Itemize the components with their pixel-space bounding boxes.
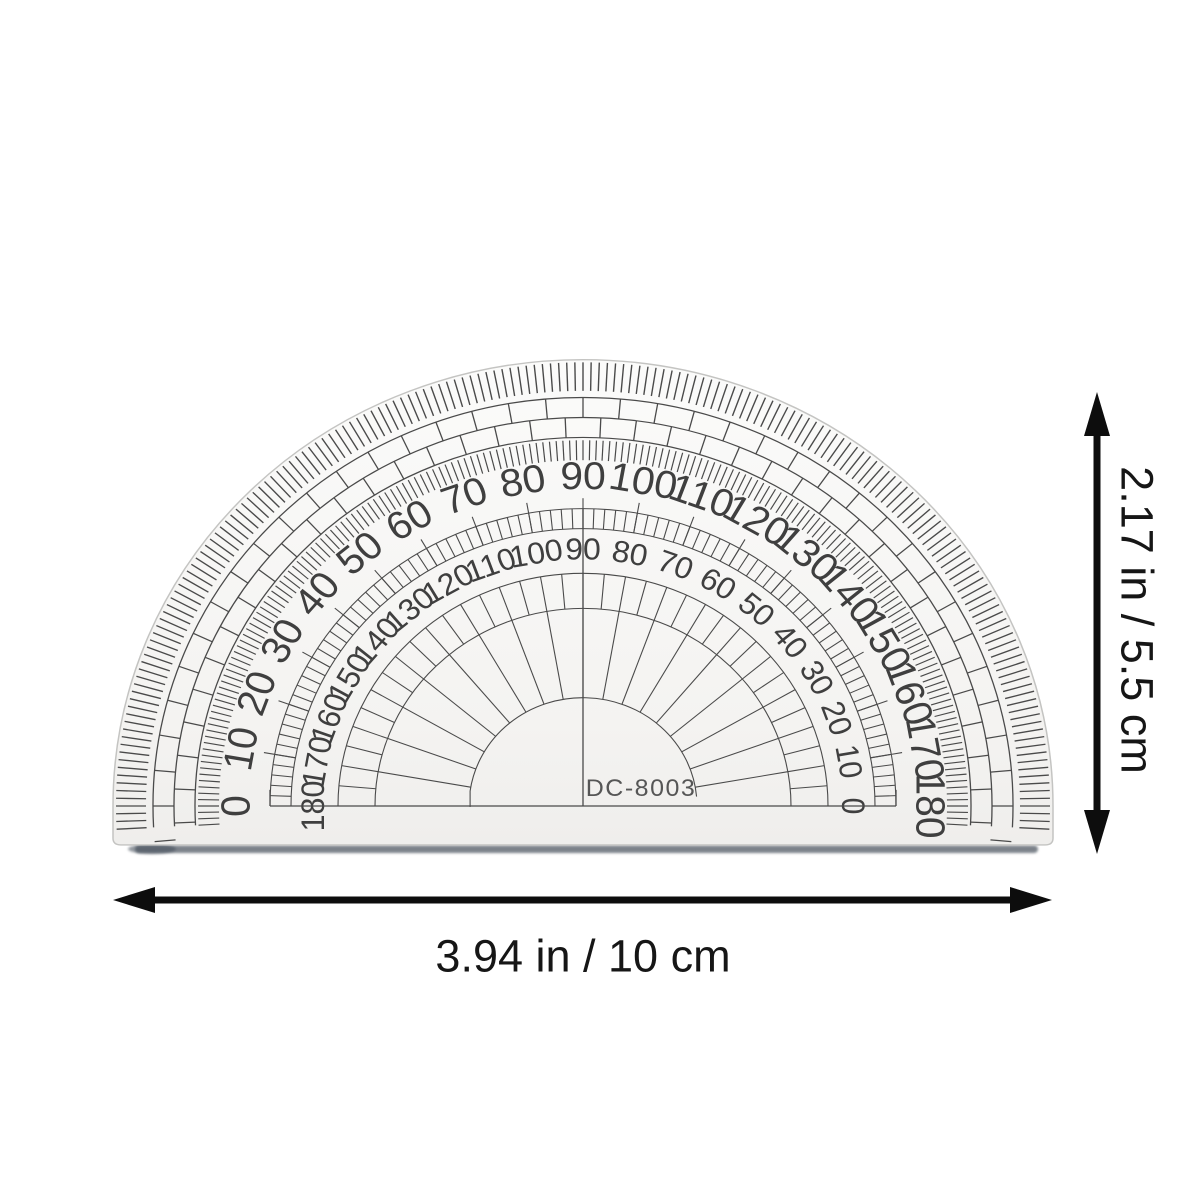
inner-scale-label: 10	[828, 742, 870, 781]
checker-band	[152, 396, 1014, 843]
outer-scale-label: 90	[560, 455, 606, 498]
outer-degree-ticks	[116, 362, 1050, 830]
height-dimension-label: 2.17 in / 5.5 cm	[1111, 466, 1163, 774]
height-dimension-arrow	[1084, 392, 1110, 854]
outer-scale-label: 10	[215, 724, 267, 774]
outer-scale-label: 80	[496, 456, 549, 506]
model-number: DC-8003	[586, 776, 697, 802]
baseline	[269, 789, 897, 807]
width-dimension-label: 3.94 in / 10 cm	[435, 930, 731, 982]
protractor-shadow	[128, 844, 1038, 854]
inner-degree-ticks	[198, 440, 968, 826]
inner-scale-label: 80	[609, 534, 650, 573]
inner-arc	[469, 697, 698, 807]
outer-scale-label: 0	[213, 795, 258, 817]
degree-spokes	[378, 608, 788, 788]
outer-scale-label: 180	[907, 774, 952, 839]
width-dimension-arrow	[113, 887, 1052, 913]
